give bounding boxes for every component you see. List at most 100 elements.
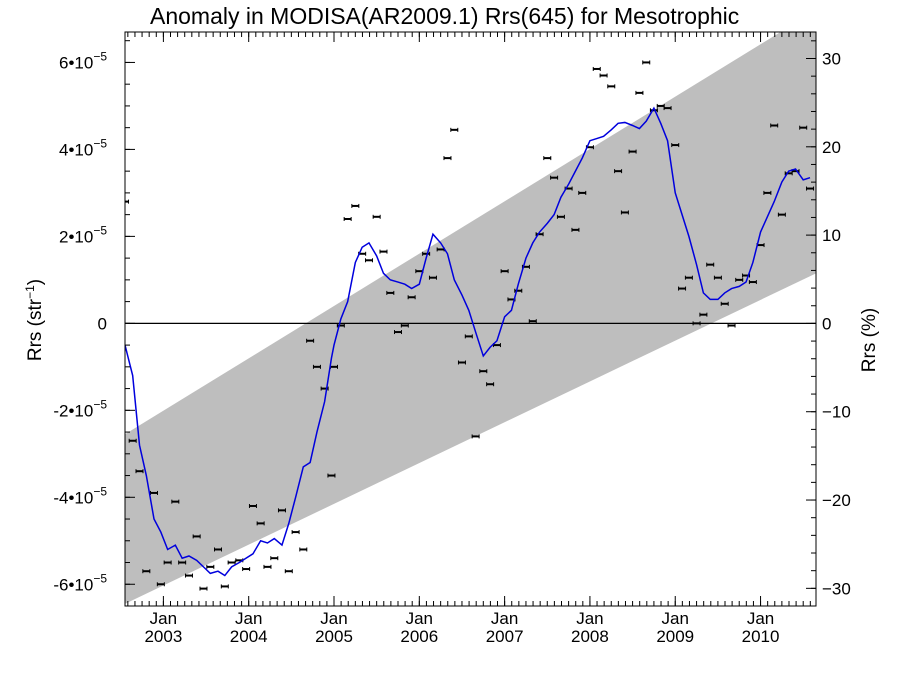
data-point bbox=[614, 169, 623, 174]
left-tick-label: 2•10−5 bbox=[59, 223, 107, 246]
data-point bbox=[486, 382, 495, 387]
data-point bbox=[284, 569, 293, 574]
data-point bbox=[393, 330, 402, 335]
data-point bbox=[428, 275, 437, 280]
data-point bbox=[528, 319, 537, 324]
data-point bbox=[443, 156, 452, 161]
data-point bbox=[649, 108, 658, 113]
left-tick-label: 4•10−5 bbox=[59, 136, 107, 159]
right-tick-label: −20 bbox=[822, 491, 851, 510]
data-point bbox=[706, 262, 715, 267]
data-point bbox=[171, 499, 180, 504]
data-point bbox=[663, 106, 672, 111]
data-point bbox=[156, 582, 165, 587]
data-point bbox=[372, 214, 381, 219]
data-point bbox=[592, 66, 601, 71]
data-point bbox=[543, 156, 552, 161]
data-point bbox=[422, 251, 431, 256]
data-point bbox=[763, 190, 772, 195]
data-point bbox=[479, 369, 488, 374]
y-axis-label-right: Rrs (%) bbox=[859, 308, 880, 372]
x-tick-year: 2006 bbox=[400, 627, 438, 646]
x-tick-month: Jan bbox=[662, 609, 689, 628]
data-point bbox=[306, 338, 315, 343]
smoothed-line bbox=[125, 106, 811, 577]
data-point bbox=[128, 438, 137, 443]
x-tick-year: 2009 bbox=[656, 627, 694, 646]
data-point bbox=[227, 560, 236, 565]
data-point bbox=[199, 586, 208, 591]
data-point bbox=[671, 143, 680, 148]
data-point bbox=[135, 469, 144, 474]
data-point bbox=[620, 210, 629, 215]
data-point bbox=[550, 175, 559, 180]
data-point bbox=[748, 280, 757, 285]
left-tick-label: 6•10−5 bbox=[59, 49, 107, 72]
data-point bbox=[150, 490, 159, 495]
data-point bbox=[607, 84, 616, 89]
data-point bbox=[450, 127, 459, 132]
data-point bbox=[379, 249, 388, 254]
data-point bbox=[248, 503, 257, 508]
trend-band bbox=[125, 32, 816, 604]
data-point bbox=[125, 199, 129, 204]
data-point bbox=[635, 90, 644, 95]
x-tick-year: 2008 bbox=[571, 627, 609, 646]
data-point bbox=[713, 275, 722, 280]
data-point bbox=[291, 530, 300, 535]
data-point bbox=[206, 564, 215, 569]
data-point bbox=[256, 521, 265, 526]
plot-frame bbox=[124, 31, 817, 607]
data-point bbox=[213, 547, 222, 552]
data-point bbox=[471, 434, 480, 439]
left-tick-label: -4•10−5 bbox=[53, 484, 107, 507]
right-tick-label: −30 bbox=[822, 579, 851, 598]
data-point bbox=[535, 232, 544, 237]
data-point bbox=[684, 275, 693, 280]
x-tick-month: Jan bbox=[235, 609, 262, 628]
data-point bbox=[270, 556, 279, 561]
y-axis-label-left: Rrs (str−1) bbox=[23, 279, 46, 361]
data-point bbox=[184, 573, 193, 578]
data-point bbox=[806, 186, 815, 191]
right-tick-label: 20 bbox=[822, 138, 841, 157]
data-point bbox=[242, 567, 251, 572]
x-tick-year: 2010 bbox=[742, 627, 780, 646]
x-tick-year: 2004 bbox=[230, 627, 268, 646]
data-point bbox=[642, 60, 651, 65]
data-point bbox=[571, 227, 580, 232]
x-tick-year: 2007 bbox=[486, 627, 524, 646]
data-point bbox=[351, 203, 360, 208]
x-tick-month: Jan bbox=[747, 609, 774, 628]
data-point bbox=[343, 216, 352, 221]
data-point bbox=[678, 286, 687, 291]
data-point bbox=[178, 560, 187, 565]
data-point bbox=[400, 323, 409, 328]
data-point bbox=[142, 569, 151, 574]
data-point bbox=[578, 190, 587, 195]
data-point bbox=[299, 547, 308, 552]
data-point bbox=[777, 212, 786, 217]
x-tick-month: Jan bbox=[320, 609, 347, 628]
data-point bbox=[386, 290, 395, 295]
x-tick-year: 2003 bbox=[144, 627, 182, 646]
data-point bbox=[735, 277, 744, 282]
right-tick-label: 0 bbox=[822, 314, 831, 333]
data-point bbox=[699, 312, 708, 317]
data-point bbox=[163, 560, 172, 565]
data-point bbox=[727, 323, 736, 328]
data-point bbox=[720, 301, 729, 306]
data-point bbox=[500, 269, 509, 274]
left-tick-label: 0 bbox=[98, 314, 107, 333]
data-point bbox=[277, 508, 286, 513]
data-point bbox=[692, 321, 701, 326]
x-tick-month: Jan bbox=[576, 609, 603, 628]
right-tick-label: 10 bbox=[822, 226, 841, 245]
right-tick-label: −10 bbox=[822, 403, 851, 422]
data-point bbox=[464, 334, 473, 339]
data-point bbox=[312, 364, 321, 369]
axes: 6•10−5 4•10−5 2•10−5 0 -2•10−5 -4•10−5 -6•10−5… bbox=[53, 32, 851, 646]
x-tick-month: Jan bbox=[150, 609, 177, 628]
data-point bbox=[770, 123, 779, 128]
